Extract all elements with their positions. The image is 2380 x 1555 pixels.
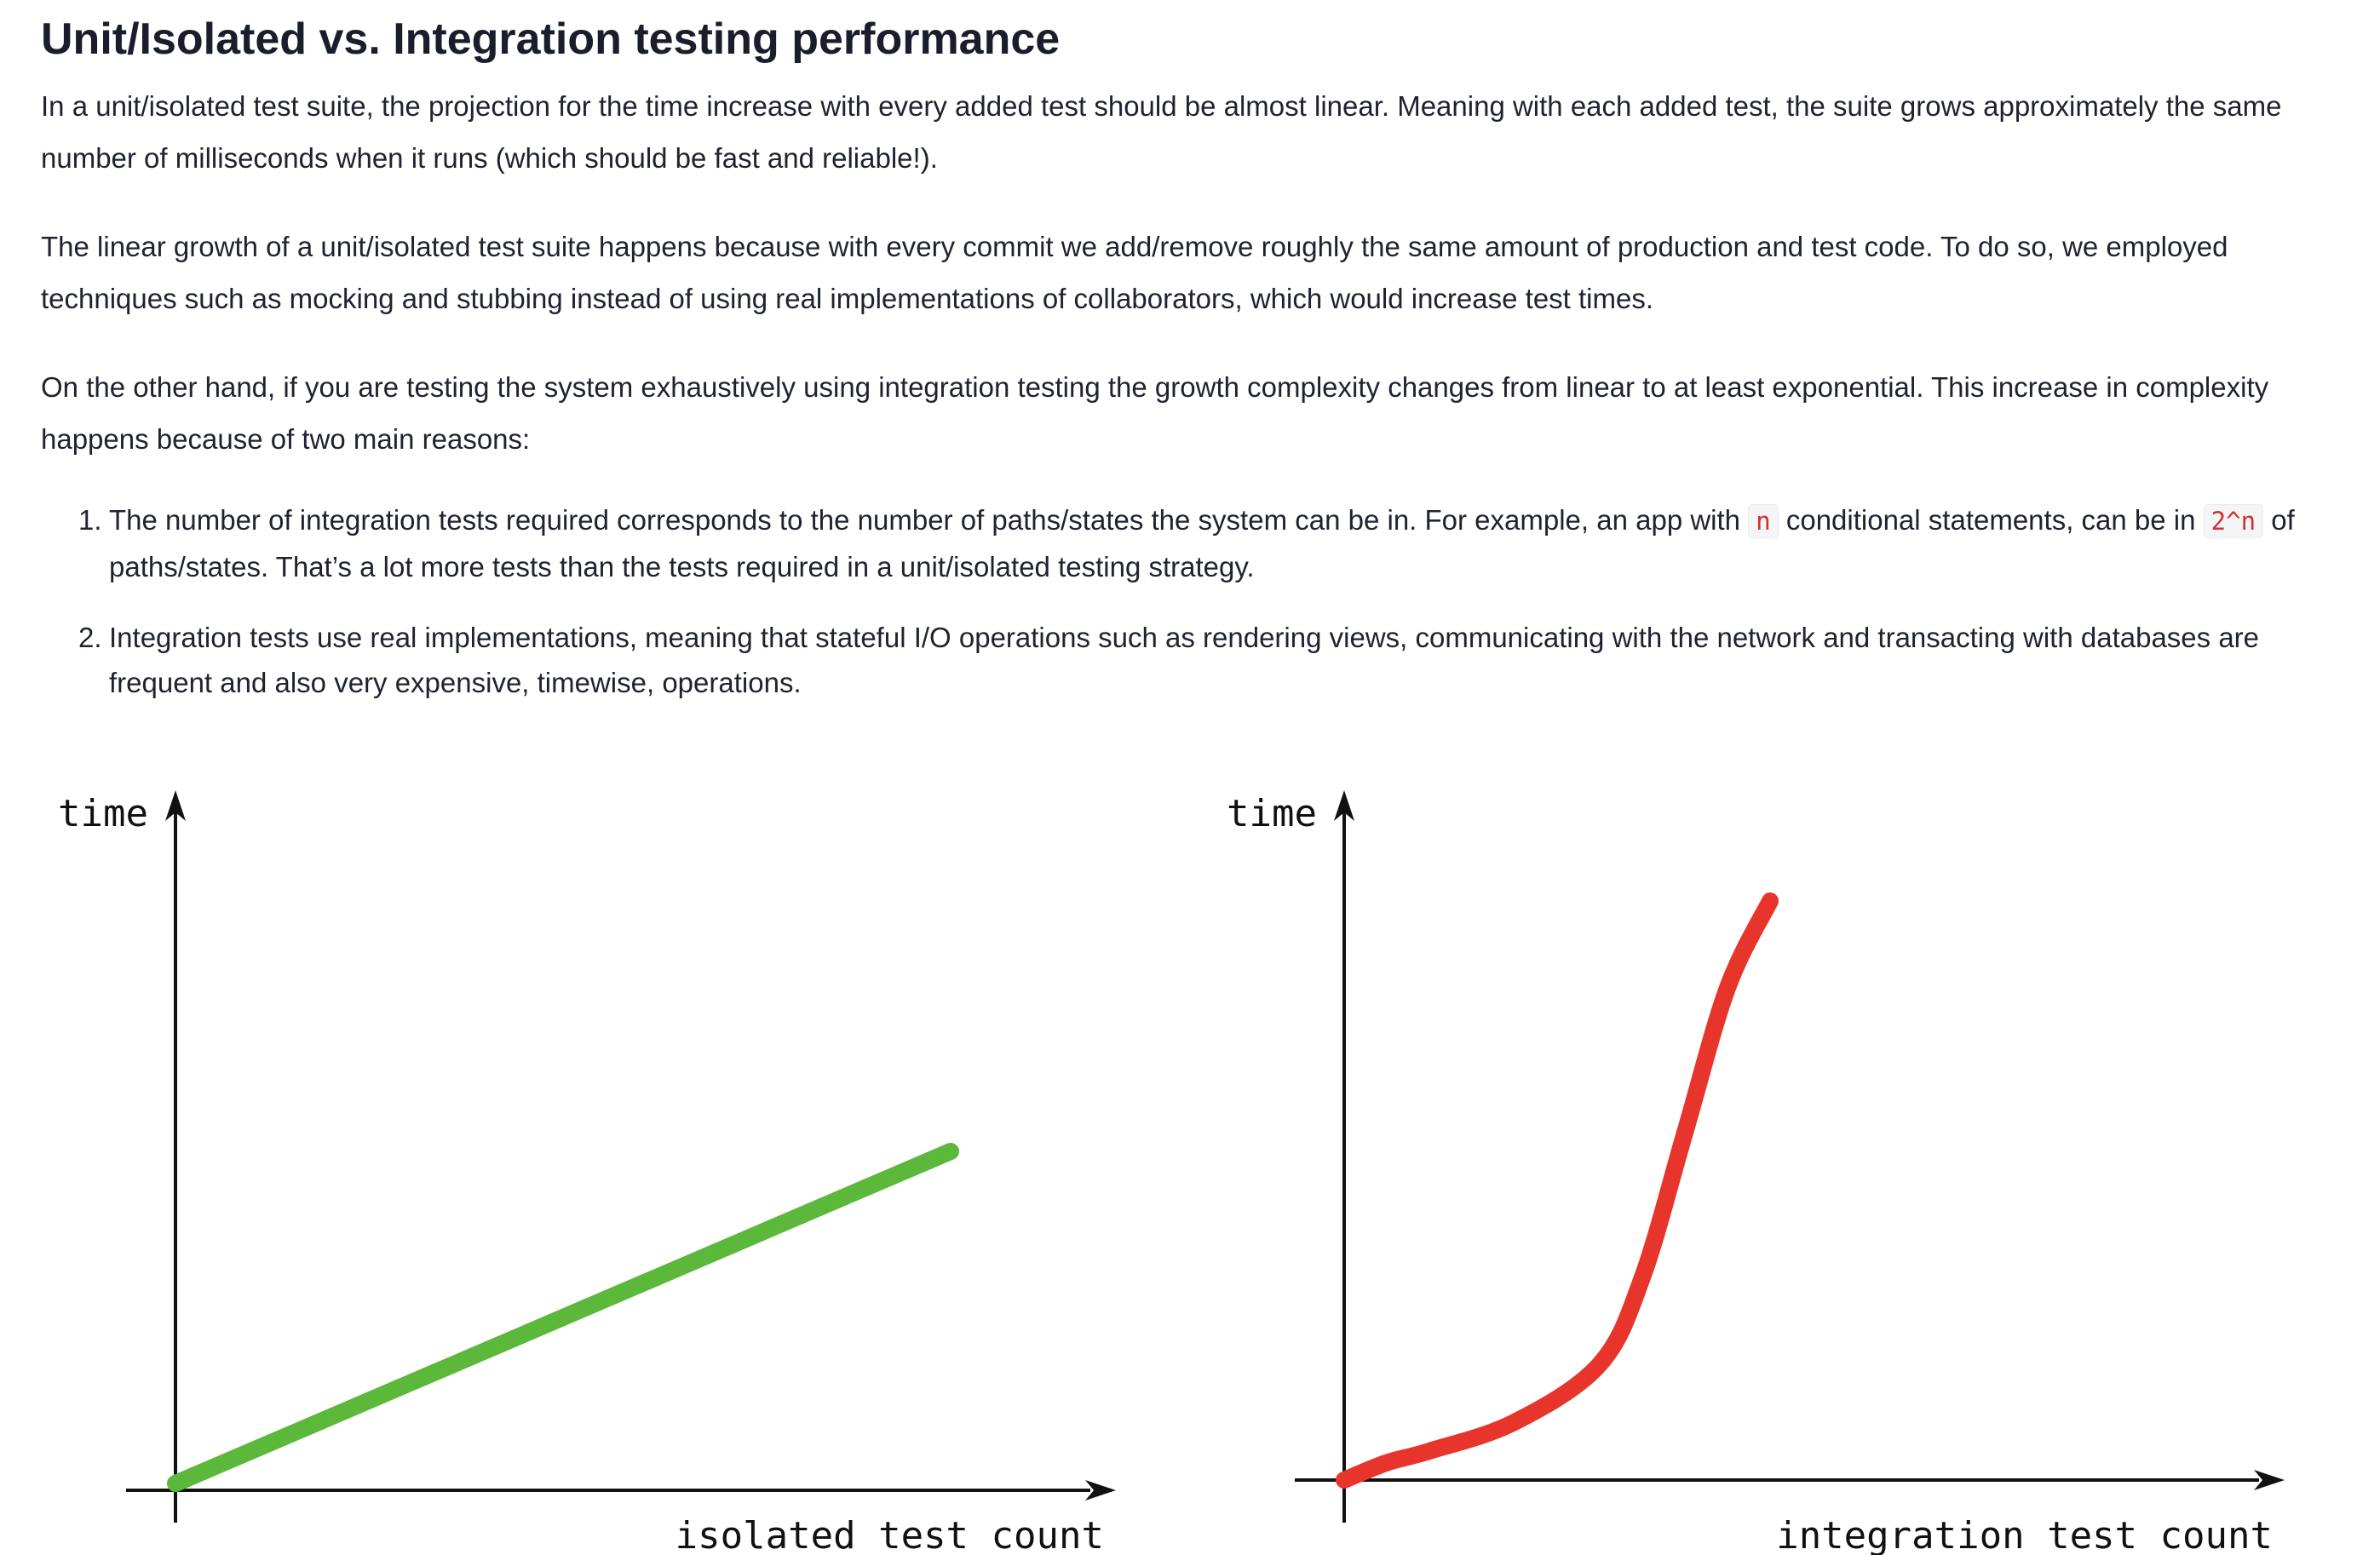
list-text: The number of integration tests required… — [109, 504, 1741, 536]
y-axis-arrow — [165, 790, 186, 821]
x-axis-arrow — [1085, 1480, 1116, 1500]
x-axis-label: integration test count — [1776, 1514, 2273, 1555]
y-axis-label: time — [58, 792, 148, 835]
list-number: 2. — [78, 622, 102, 653]
isolated-test-chart: time isolated test count — [58, 790, 1116, 1555]
x-axis-label: isolated test count — [675, 1514, 1104, 1555]
paragraph-2: The linear growth of a unit/isolated tes… — [41, 231, 2228, 314]
linear-growth-line — [167, 1143, 959, 1492]
list-number: 1. — [78, 504, 102, 536]
exponential-growth-line — [1336, 892, 1779, 1489]
paragraph-1: In a unit/isolated test suite, the proje… — [41, 90, 2282, 174]
inline-code: n — [1748, 504, 1779, 538]
list-text: of paths/states. That’s a lot more tests… — [109, 504, 2295, 582]
list-item: 2. Integration tests use real implementa… — [41, 615, 2341, 705]
reasons-list: 1. The number of integration tests requi… — [41, 497, 2341, 705]
integration-test-chart: time integration test count — [1227, 790, 2285, 1555]
y-axis-arrow — [1334, 790, 1354, 821]
y-axis-label: time — [1227, 792, 1317, 835]
page-title: Unit/Isolated vs. Integration testing pe… — [41, 14, 1061, 64]
list-text: conditional statements, can be in — [1785, 504, 2196, 536]
list-item: 1. The number of integration tests requi… — [41, 497, 2341, 589]
list-text: Integration tests use real implementatio… — [109, 622, 2260, 698]
paragraph-3: On the other hand, if you are testing th… — [41, 371, 2269, 455]
x-axis-arrow — [2254, 1470, 2285, 1490]
inline-code: 2^n — [2203, 504, 2264, 538]
